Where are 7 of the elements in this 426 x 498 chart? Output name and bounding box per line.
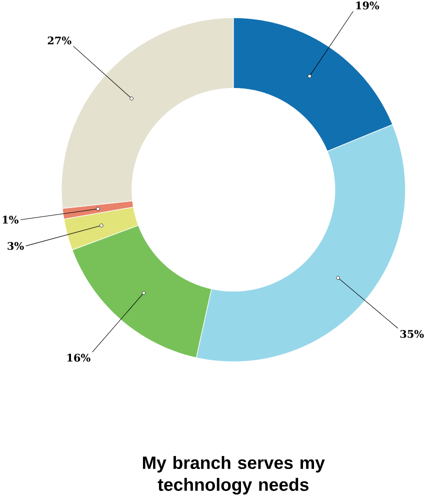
data-label: 16%	[68, 354, 91, 362]
data-label: 35%	[400, 330, 424, 338]
data-label: 19%	[356, 2, 380, 10]
data-label: 3%	[8, 242, 24, 250]
text: My branch serves my technology needs	[143, 456, 326, 495]
data-label: 1%	[3, 216, 19, 224]
data-label: 27%	[48, 36, 72, 44]
